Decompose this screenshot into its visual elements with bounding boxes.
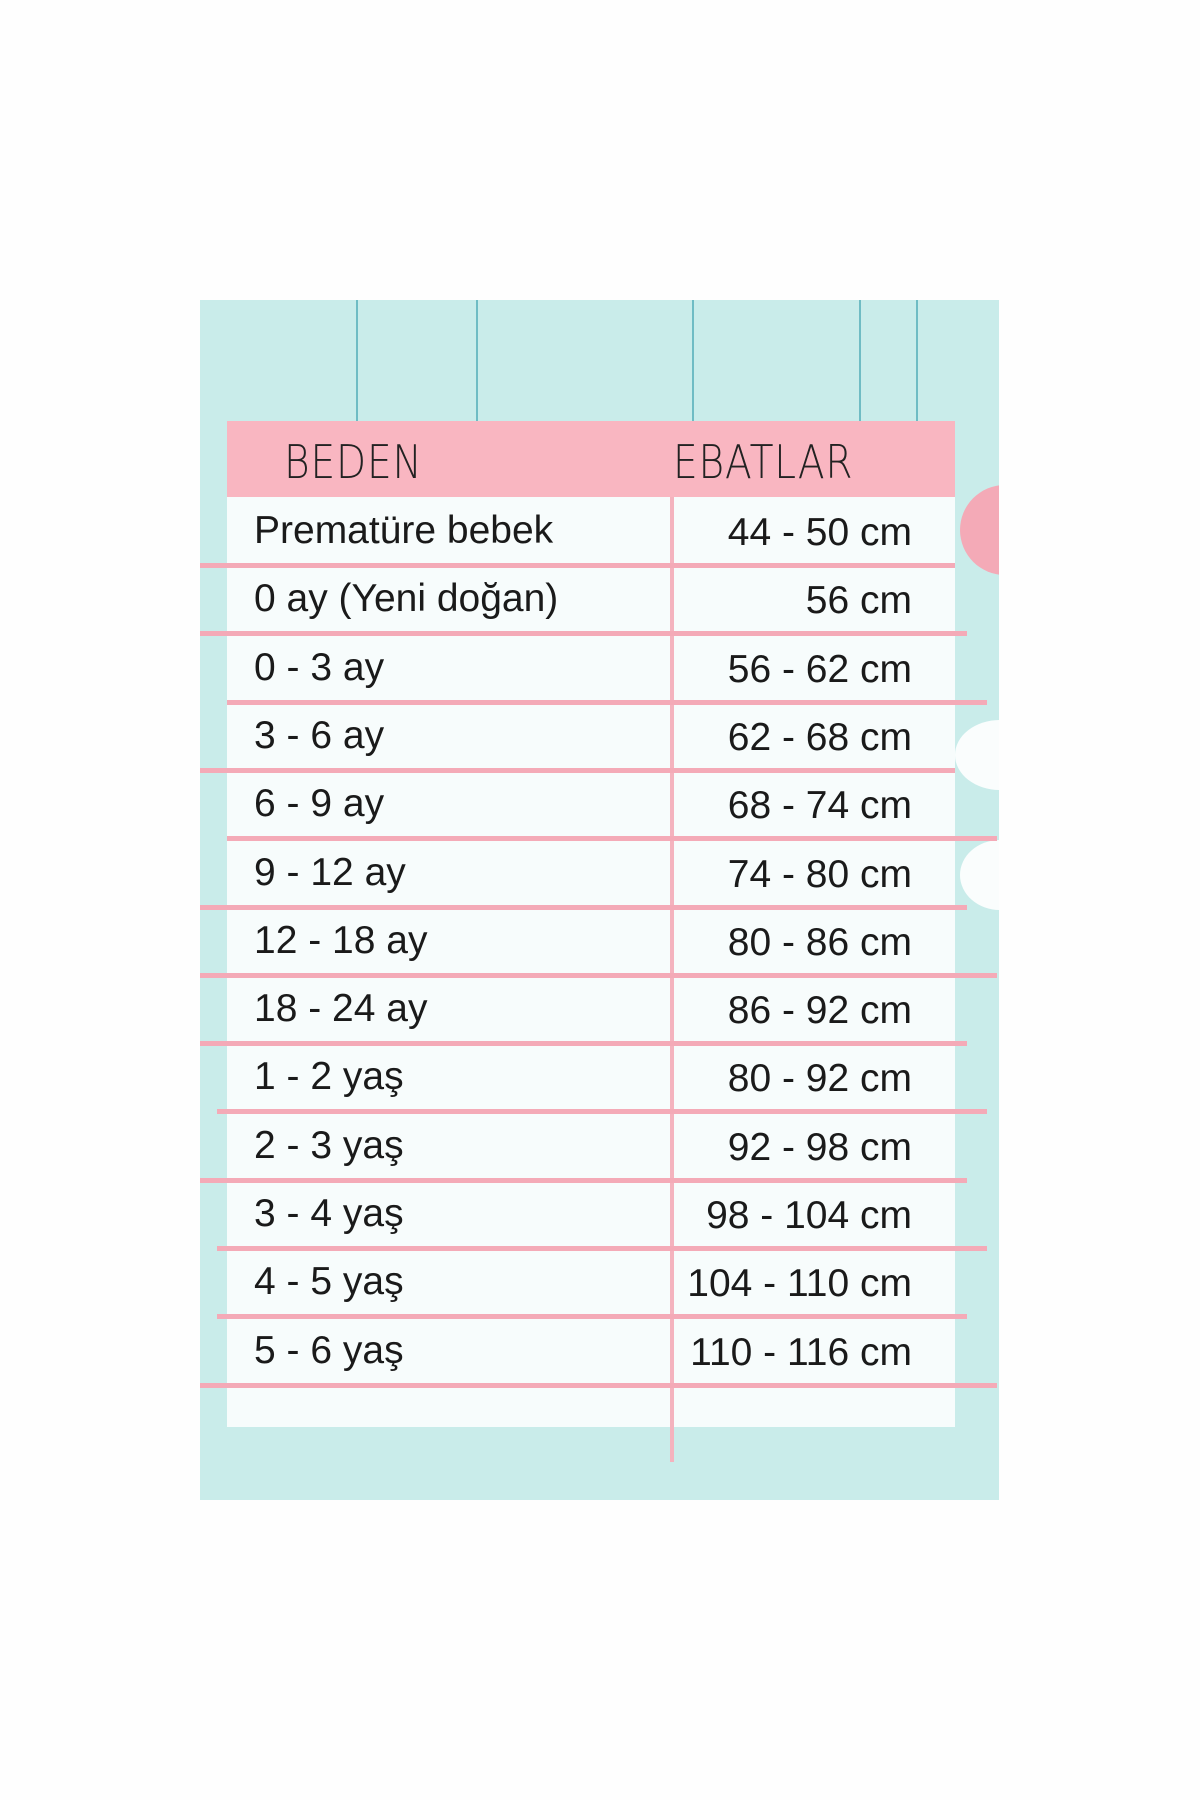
row-separator <box>200 631 967 637</box>
table-header: BEDEN EBATLAR <box>227 421 955 497</box>
table-row: 1 - 2 yaş 80 - 92 cm <box>227 1043 955 1111</box>
measurement-value: 80 - 92 cm <box>727 1057 912 1101</box>
size-label: 9 - 12 ay <box>254 850 406 894</box>
size-label: 6 - 9 ay <box>254 782 385 826</box>
size-label: 12 - 18 ay <box>254 918 428 962</box>
hanging-line <box>356 300 358 422</box>
size-label: 3 - 6 ay <box>254 713 385 757</box>
size-label: 3 - 4 yaş <box>254 1192 404 1235</box>
cloud-decor <box>960 840 999 910</box>
measurement-value: 98 - 104 cm <box>706 1194 912 1237</box>
table-row: 9 - 12 ay 74 - 80 cm <box>227 839 955 907</box>
row-separator <box>217 1246 987 1251</box>
decor-shape <box>960 485 999 575</box>
measurement-value: 92 - 98 cm <box>727 1125 912 1169</box>
measurement-value: 68 - 74 cm <box>727 784 912 828</box>
table-row: 3 - 6 ay 62 - 68 cm <box>227 702 955 770</box>
row-separator <box>200 1041 967 1047</box>
measurement-value: 104 - 110 cm <box>687 1262 912 1306</box>
size-label: 4 - 5 yaş <box>254 1260 404 1304</box>
measurement-value: 74 - 80 cm <box>727 852 912 896</box>
size-chart-panel: BEDEN EBATLAR Prematüre bebek 44 - 50 cm 0… <box>200 300 999 1500</box>
row-separator <box>200 904 967 910</box>
size-label: 1 - 2 yaş <box>254 1055 404 1099</box>
table-row: 3 - 4 yaş 98 - 104 cm <box>227 1180 955 1248</box>
table-row: 5 - 6 yaş 110 - 116 cm <box>227 1317 955 1385</box>
measurement-value: 56 cm <box>805 579 912 623</box>
table-row: 18 - 24 ay 86 - 92 cm <box>227 975 955 1043</box>
table-row: 0 ay (Yeni doğan) 56 cm <box>227 565 955 633</box>
table-row: 6 - 9 ay 68 - 74 cm <box>227 770 955 838</box>
row-separator <box>200 563 955 568</box>
row-separator <box>227 699 987 705</box>
row-separator <box>217 1314 967 1320</box>
row-separator <box>200 1177 967 1183</box>
size-label: 5 - 6 yaş <box>254 1328 404 1372</box>
table-row: 2 - 3 yaş 92 - 98 cm <box>227 1112 955 1180</box>
table-row: 0 - 3 ay 56 - 62 cm <box>227 634 955 702</box>
size-label: Prematüre bebek <box>254 509 554 552</box>
table-row: Prematüre bebek 44 - 50 cm <box>227 497 955 565</box>
row-separator <box>217 1109 987 1115</box>
row-separator <box>200 1382 997 1388</box>
measurement-value: 110 - 116 cm <box>690 1330 912 1374</box>
table-row: 4 - 5 yaş 104 - 110 cm <box>227 1248 955 1316</box>
size-table: BEDEN EBATLAR Prematüre bebek 44 - 50 cm 0… <box>200 421 997 1462</box>
measurement-value: 44 - 50 cm <box>727 511 912 554</box>
table-row: 12 - 18 ay 80 - 86 cm <box>227 907 955 975</box>
hanging-line <box>692 300 694 422</box>
measurement-value: 80 - 86 cm <box>727 920 912 964</box>
header-beden: BEDEN <box>284 435 423 489</box>
size-label: 2 - 3 yaş <box>254 1123 404 1167</box>
size-label: 0 ay (Yeni doğan) <box>254 577 559 621</box>
header-ebatlar: EBATLAR <box>673 435 854 489</box>
measurement-value: 86 - 92 cm <box>727 989 912 1033</box>
size-label: 0 - 3 ay <box>254 645 385 689</box>
cloud-decor <box>955 720 999 790</box>
measurement-value: 62 - 68 cm <box>727 715 912 759</box>
column-divider <box>670 497 674 1462</box>
measurement-value: 56 - 62 cm <box>727 647 912 691</box>
hanging-line <box>476 300 478 422</box>
row-separator <box>227 836 997 842</box>
hanging-line <box>916 300 918 422</box>
hanging-line <box>859 300 861 422</box>
row-separator <box>200 972 997 978</box>
size-label: 18 - 24 ay <box>254 987 428 1031</box>
row-separator <box>200 767 955 773</box>
